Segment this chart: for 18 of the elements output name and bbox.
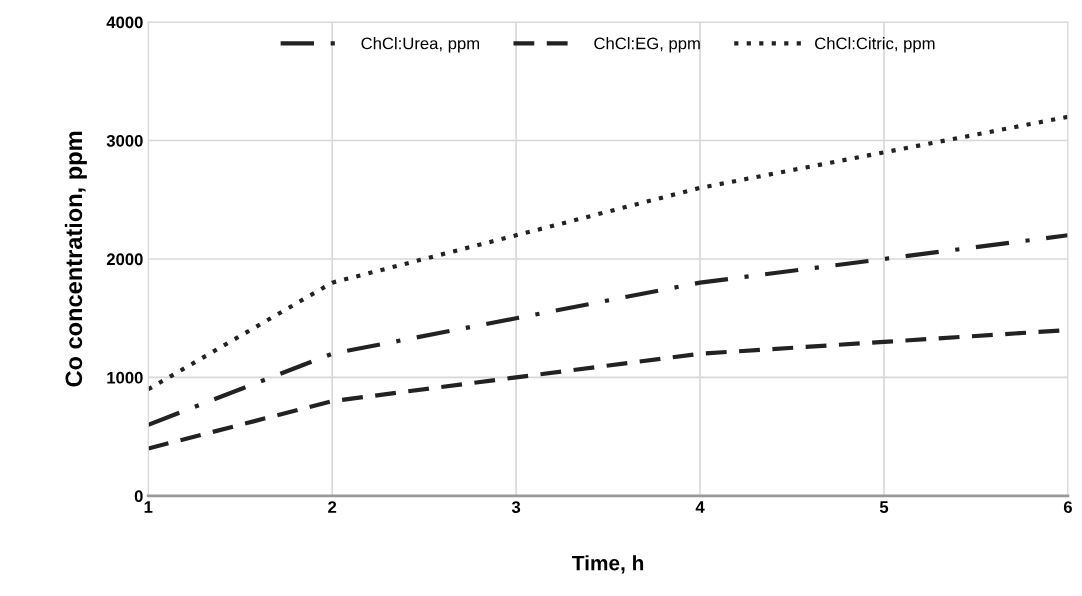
x-tick-label: 3 <box>511 501 521 513</box>
x-tick-label: 6 <box>1063 501 1072 513</box>
legend-label: ChCl:EG, ppm <box>594 37 700 53</box>
y-tick-label: 4000 <box>106 16 143 29</box>
x-tick-label: 4 <box>695 501 705 513</box>
x-tick-label: 1 <box>144 501 153 513</box>
x-tick-label: 5 <box>879 501 889 513</box>
y-tick-label: 1000 <box>107 371 143 384</box>
y-tick-label: 2000 <box>106 253 143 266</box>
x-tick-label: 2 <box>328 501 337 513</box>
legend-label: ChCl:Citric, ppm <box>815 37 935 53</box>
line-series <box>148 114 1068 392</box>
x-axis-title: Time, h <box>572 555 644 574</box>
y-tick-label: 3000 <box>106 134 143 147</box>
legend-label: ChCl:Urea, ppm <box>361 37 480 53</box>
y-axis-title: Co concentration, ppm <box>64 131 87 387</box>
y-tick-label: 0 <box>134 490 143 503</box>
line-series <box>148 233 1068 427</box>
